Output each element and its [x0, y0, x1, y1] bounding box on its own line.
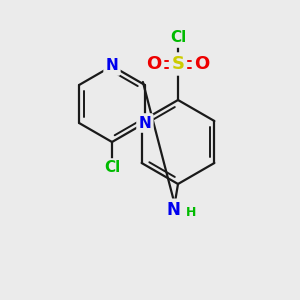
Text: N: N: [166, 201, 180, 219]
Text: Cl: Cl: [104, 160, 120, 175]
Text: N: N: [139, 116, 151, 130]
Text: H: H: [186, 206, 196, 220]
Text: O: O: [146, 55, 162, 73]
Text: O: O: [194, 55, 210, 73]
Text: S: S: [172, 55, 184, 73]
Text: Cl: Cl: [170, 31, 186, 46]
Text: N: N: [106, 58, 118, 74]
